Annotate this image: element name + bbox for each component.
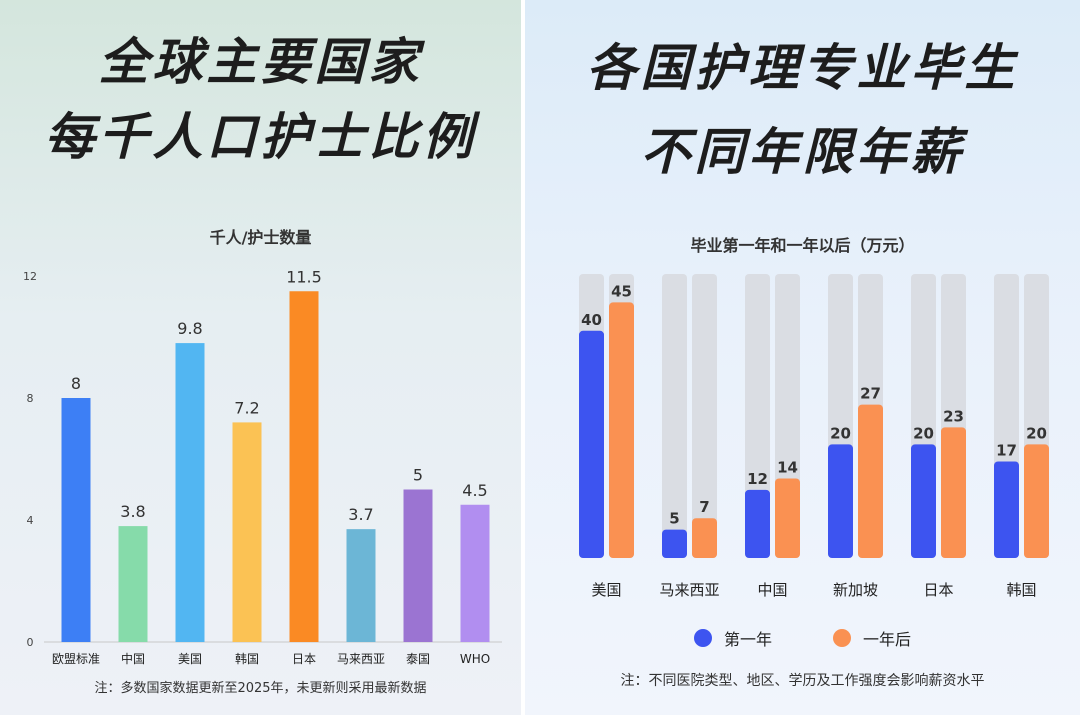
bar-track — [692, 274, 717, 558]
bar — [858, 404, 883, 558]
bar — [775, 478, 800, 558]
bar-value-label: 14 — [777, 458, 798, 476]
x-tick-label: 中国 — [121, 651, 145, 666]
bar — [579, 330, 604, 558]
bar-track — [745, 274, 770, 558]
x-tick-label: 美国 — [591, 581, 621, 599]
bar — [994, 461, 1019, 558]
right-title-line-1: 各国护理专业毕生 — [586, 39, 1019, 97]
bar — [403, 489, 433, 642]
x-tick-label: 中国 — [757, 581, 787, 599]
left-title-line-1: 全球主要国家 — [98, 33, 423, 91]
left-title-line-2: 每千人口护士比例 — [44, 108, 477, 166]
bar-value-label: 7.2 — [234, 398, 259, 417]
bar-value-label: 23 — [943, 407, 964, 425]
legend-label-first-year: 第一年 — [723, 630, 772, 649]
bar-value-label: 8 — [71, 374, 81, 393]
bar-value-label: 5 — [413, 466, 423, 485]
x-tick-label: 新加坡 — [833, 581, 878, 599]
bar-value-label: 20 — [830, 424, 851, 442]
bar — [662, 529, 687, 558]
legend-item-after-one-year: 一年后 — [833, 626, 911, 650]
bar — [745, 489, 770, 558]
legend-label-after-one-year: 一年后 — [863, 630, 912, 649]
bar-value-label: 3.7 — [348, 505, 373, 524]
bar-value-label: 9.8 — [177, 319, 202, 338]
bar — [118, 526, 148, 642]
bar — [692, 518, 717, 558]
bar — [1024, 444, 1049, 558]
right-panel: 各国护理专业毕生 不同年限年薪 毕业第一年和一年以后（万元） 40 45 美国 5 7 马… — [525, 0, 1080, 715]
bar-value-label: 5 — [669, 510, 679, 528]
bar-track — [662, 274, 687, 558]
legend-dot-first-year — [693, 629, 712, 647]
x-tick-label: 日本 — [292, 652, 316, 666]
bar-value-label: 27 — [860, 385, 881, 403]
bar-value-label: 20 — [1026, 424, 1047, 442]
right-footnote: 注：不同医院类型、地区、学历及工作强度会影响薪资水平 — [620, 673, 985, 689]
right-title-line-2: 不同年限年薪 — [640, 123, 965, 181]
legend-dot-after-one-year — [833, 629, 852, 647]
bar-value-label: 7 — [699, 498, 709, 516]
bar-value-label: 11.5 — [286, 267, 322, 286]
left-chart-title: 千人/护士数量 — [209, 228, 312, 247]
bar — [175, 343, 205, 642]
x-tick-label: 美国 — [178, 652, 202, 666]
left-panel: 全球主要国家 每千人口护士比例 千人/护士数量 0 4 8 12 8 欧盟标准 3.8 中国 9… — [0, 0, 521, 715]
bar-value-label: 12 — [747, 470, 768, 488]
bar — [346, 529, 376, 642]
panel-divider — [521, 0, 525, 715]
bar-value-label: 3.8 — [120, 502, 145, 521]
right-chart-title: 毕业第一年和一年以后（万元） — [690, 236, 915, 255]
x-tick-label: 马来西亚 — [337, 652, 385, 666]
bar — [911, 444, 936, 558]
bar — [61, 398, 91, 642]
y-tick-label: 0 — [27, 636, 34, 649]
x-tick-label: 日本 — [923, 581, 953, 599]
bar — [232, 422, 262, 642]
nurse-ratio-chart: 0 4 8 12 8 欧盟标准 3.8 中国 9.8 美国 7.2 韩国 11.5 日本 3.7 马来西亚 5 泰… — [23, 267, 502, 666]
y-tick-label: 4 — [27, 514, 34, 527]
x-tick-label: 泰国 — [406, 652, 430, 666]
bar-value-label: 17 — [996, 441, 1017, 459]
legend-item-first-year: 第一年 — [693, 626, 772, 650]
bar-value-label: 20 — [913, 424, 934, 442]
x-tick-label: WHO — [460, 652, 490, 666]
x-tick-label: 马来西亚 — [659, 581, 719, 599]
bar-value-label: 45 — [611, 282, 632, 300]
salary-chart: 40 45 美国 5 7 马来西亚 12 14 中国 20 27 新加坡 20 23 日本 17 20 韩国 — [579, 274, 1049, 599]
left-footnote: 注：多数国家数据更新至2025年，未更新则采用最新数据 — [94, 681, 427, 696]
x-tick-label: 韩国 — [235, 651, 259, 666]
bar-value-label: 40 — [581, 311, 602, 329]
bar — [828, 444, 853, 558]
legend: 第一年 一年后 — [525, 626, 1080, 650]
bar — [941, 427, 966, 558]
bar — [609, 302, 634, 558]
bar-value-label: 4.5 — [462, 481, 487, 500]
y-tick-label: 12 — [23, 270, 37, 283]
y-tick-label: 8 — [27, 392, 34, 405]
x-tick-label: 欧盟标准 — [52, 652, 100, 666]
bar — [460, 504, 490, 642]
bar — [289, 291, 319, 642]
x-tick-label: 韩国 — [1006, 581, 1036, 599]
